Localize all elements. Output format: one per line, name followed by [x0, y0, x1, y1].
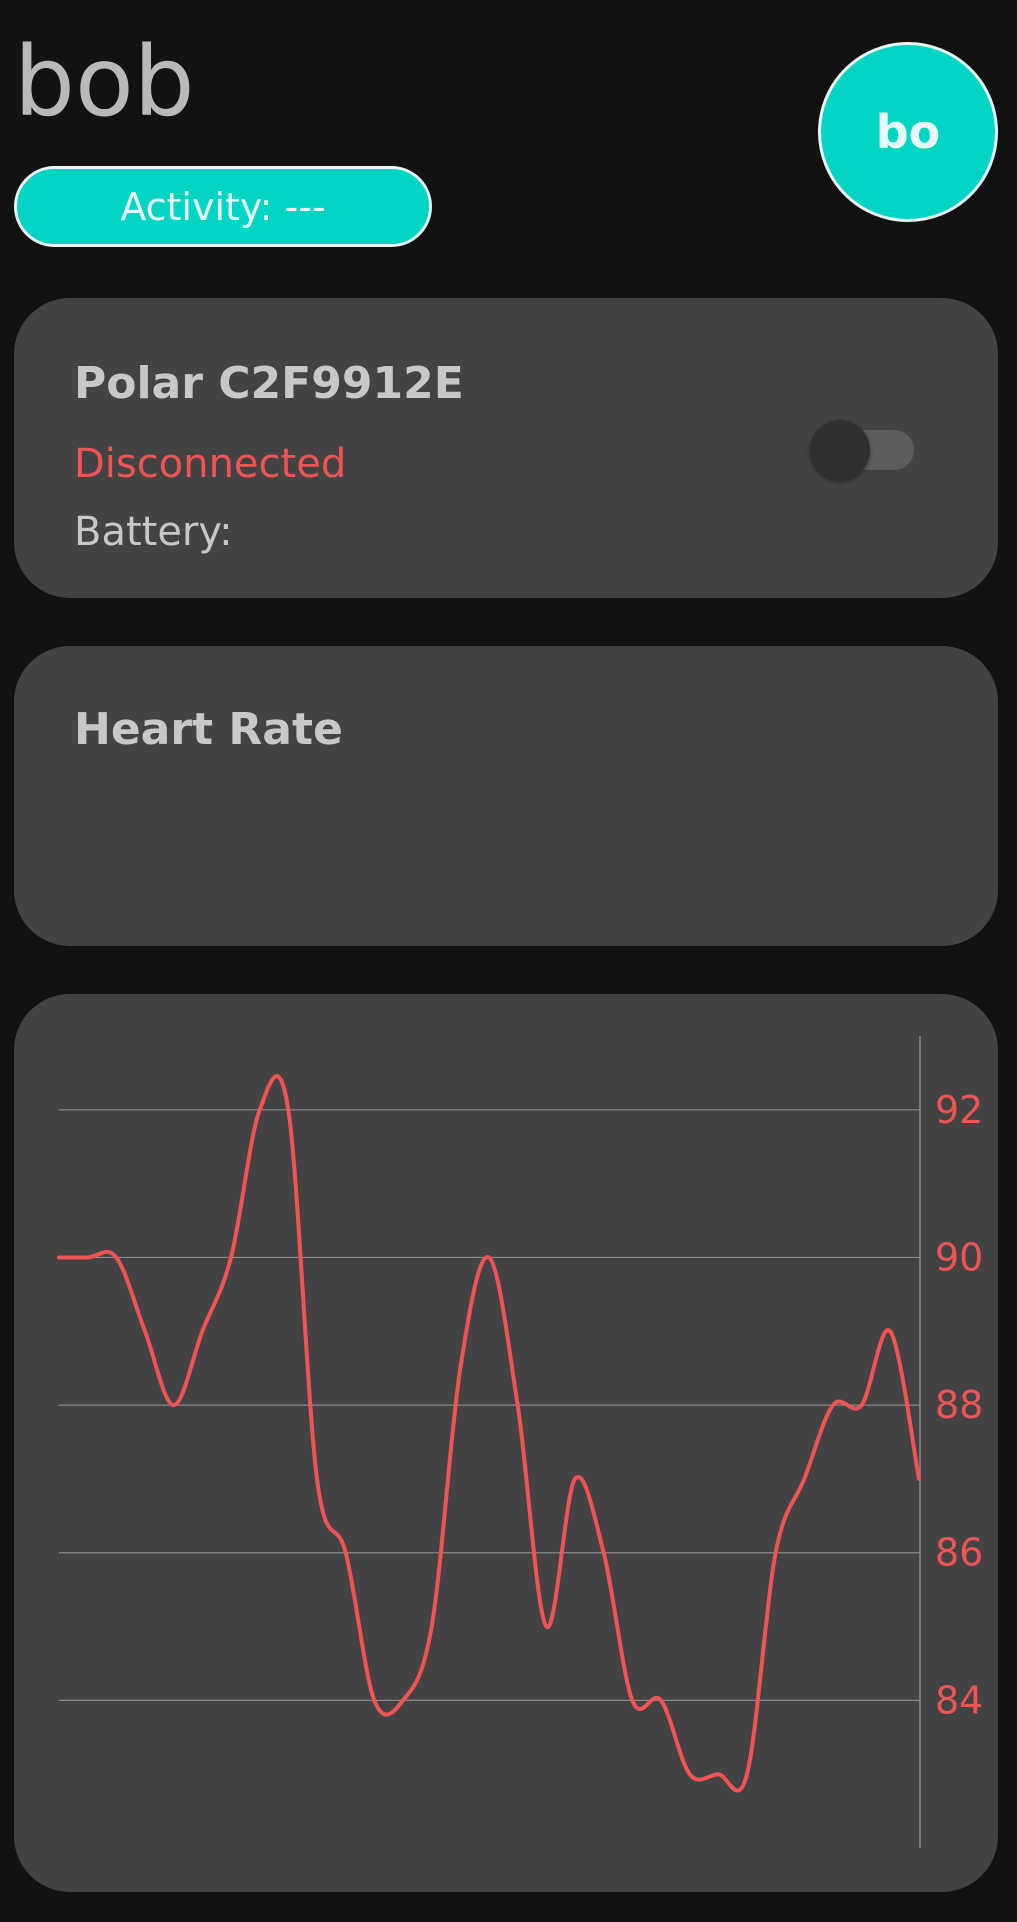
- y-tick-label: 92: [935, 1088, 983, 1132]
- y-tick-label: 90: [935, 1235, 983, 1279]
- heart-rate-chart-card: 84 86 88 90 92: [14, 994, 998, 1892]
- battery-label: Battery:: [74, 509, 233, 555]
- device-name: Polar C2F9912E: [74, 358, 464, 409]
- activity-button[interactable]: Activity: ---: [14, 166, 432, 247]
- y-tick-label: 86: [935, 1531, 983, 1575]
- heart-rate-series-line: [57, 1074, 921, 1793]
- device-card: Polar C2F9912E Disconnected Battery:: [14, 298, 998, 598]
- y-tick-label: 84: [935, 1678, 983, 1722]
- toggle-knob: [810, 420, 870, 480]
- connection-toggle[interactable]: [810, 416, 920, 482]
- device-status: Disconnected: [74, 441, 347, 487]
- user-name: bob: [14, 26, 195, 138]
- heart-rate-chart: 84 86 88 90 92: [57, 1036, 983, 1848]
- y-tick-label: 88: [935, 1383, 983, 1427]
- heart-rate-card: Heart Rate: [14, 646, 998, 946]
- avatar[interactable]: bo: [818, 42, 998, 222]
- heart-rate-title: Heart Rate: [74, 704, 343, 755]
